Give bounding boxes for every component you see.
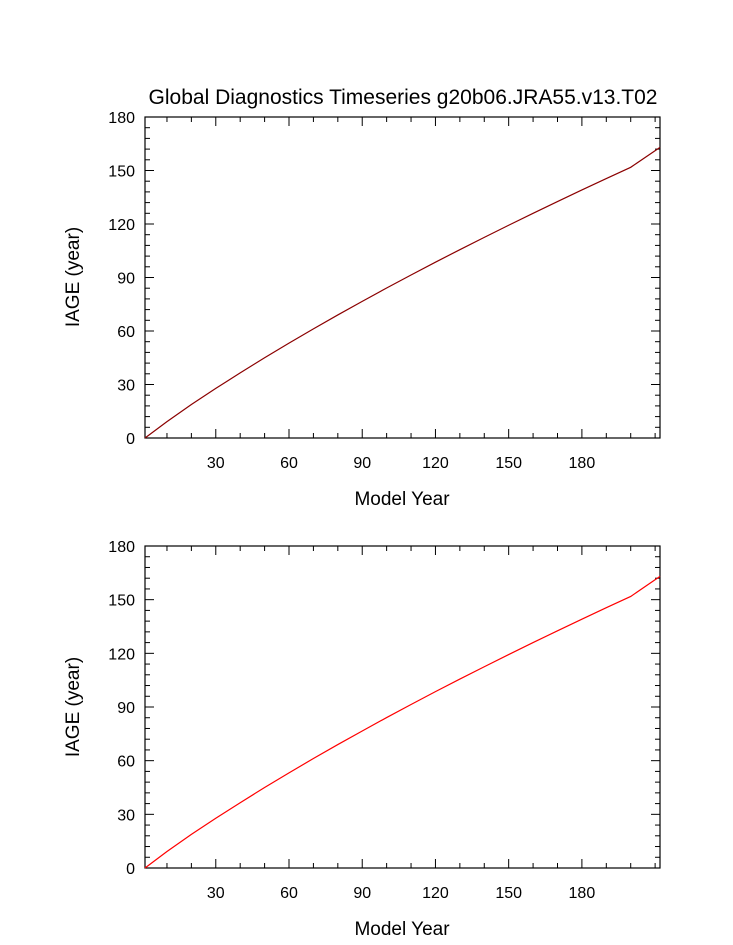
y-tick-label: 90 (117, 271, 135, 288)
x-tick-label: 150 (495, 455, 522, 472)
plot-frame (144, 545, 661, 869)
y-tick-label: 60 (117, 754, 135, 771)
y-tick-label: 150 (108, 593, 135, 610)
series-group (144, 575, 661, 869)
x-tick-label: 60 (280, 455, 298, 472)
x-tick-label: 120 (422, 455, 449, 472)
y-tick-label: 30 (117, 807, 135, 824)
y-tick-label: 90 (117, 700, 135, 717)
y-tick-label: 180 (108, 539, 135, 556)
y-tick-label: 0 (126, 431, 135, 448)
x-tick-label: 180 (569, 885, 596, 902)
top-chart-panel: Global Diagnostics Timeseries g20b06.JRA… (63, 86, 661, 510)
iage-series-line (144, 575, 661, 869)
y-tick-label: 150 (108, 164, 135, 181)
bottom-chart-panel: 0 30 60 90 120 150 180 30 60 90 120 150 180 Model Y… (63, 539, 661, 940)
x-tick-label: 120 (422, 885, 449, 902)
x-tick-label: 30 (207, 885, 225, 902)
y-axis-ticks: 0 30 60 90 120 150 180 (108, 110, 660, 448)
y-tick-label: 0 (126, 861, 135, 878)
y-axis-label: IAGE (year) (63, 227, 84, 327)
series-group (144, 146, 661, 439)
x-tick-label: 90 (353, 455, 371, 472)
x-axis-label: Model Year (354, 489, 450, 510)
y-tick-label: 30 (117, 378, 135, 395)
y-tick-label: 180 (108, 110, 135, 127)
x-axis-ticks: 30 60 90 120 150 180 (166, 546, 656, 902)
iage-series-line (144, 146, 661, 439)
x-axis-label: Model Year (354, 919, 450, 940)
x-tick-label: 150 (495, 885, 522, 902)
y-tick-label: 60 (117, 324, 135, 341)
x-tick-label: 180 (569, 455, 596, 472)
plot-frame (144, 116, 661, 439)
x-tick-label: 30 (207, 455, 225, 472)
x-axis-ticks: 30 60 90 120 150 180 (166, 117, 656, 472)
y-axis-ticks: 0 30 60 90 120 150 180 (108, 539, 660, 878)
chart-title: Global Diagnostics Timeseries g20b06.JRA… (149, 86, 658, 109)
y-axis-label: IAGE (year) (63, 657, 84, 757)
y-tick-label: 120 (108, 217, 135, 234)
x-tick-label: 60 (280, 885, 298, 902)
y-tick-label: 120 (108, 646, 135, 663)
x-tick-label: 90 (353, 885, 371, 902)
